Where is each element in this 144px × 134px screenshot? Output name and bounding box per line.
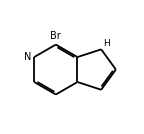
Text: H: H — [103, 39, 110, 48]
Text: Br: Br — [50, 31, 61, 41]
Text: N: N — [24, 52, 32, 62]
